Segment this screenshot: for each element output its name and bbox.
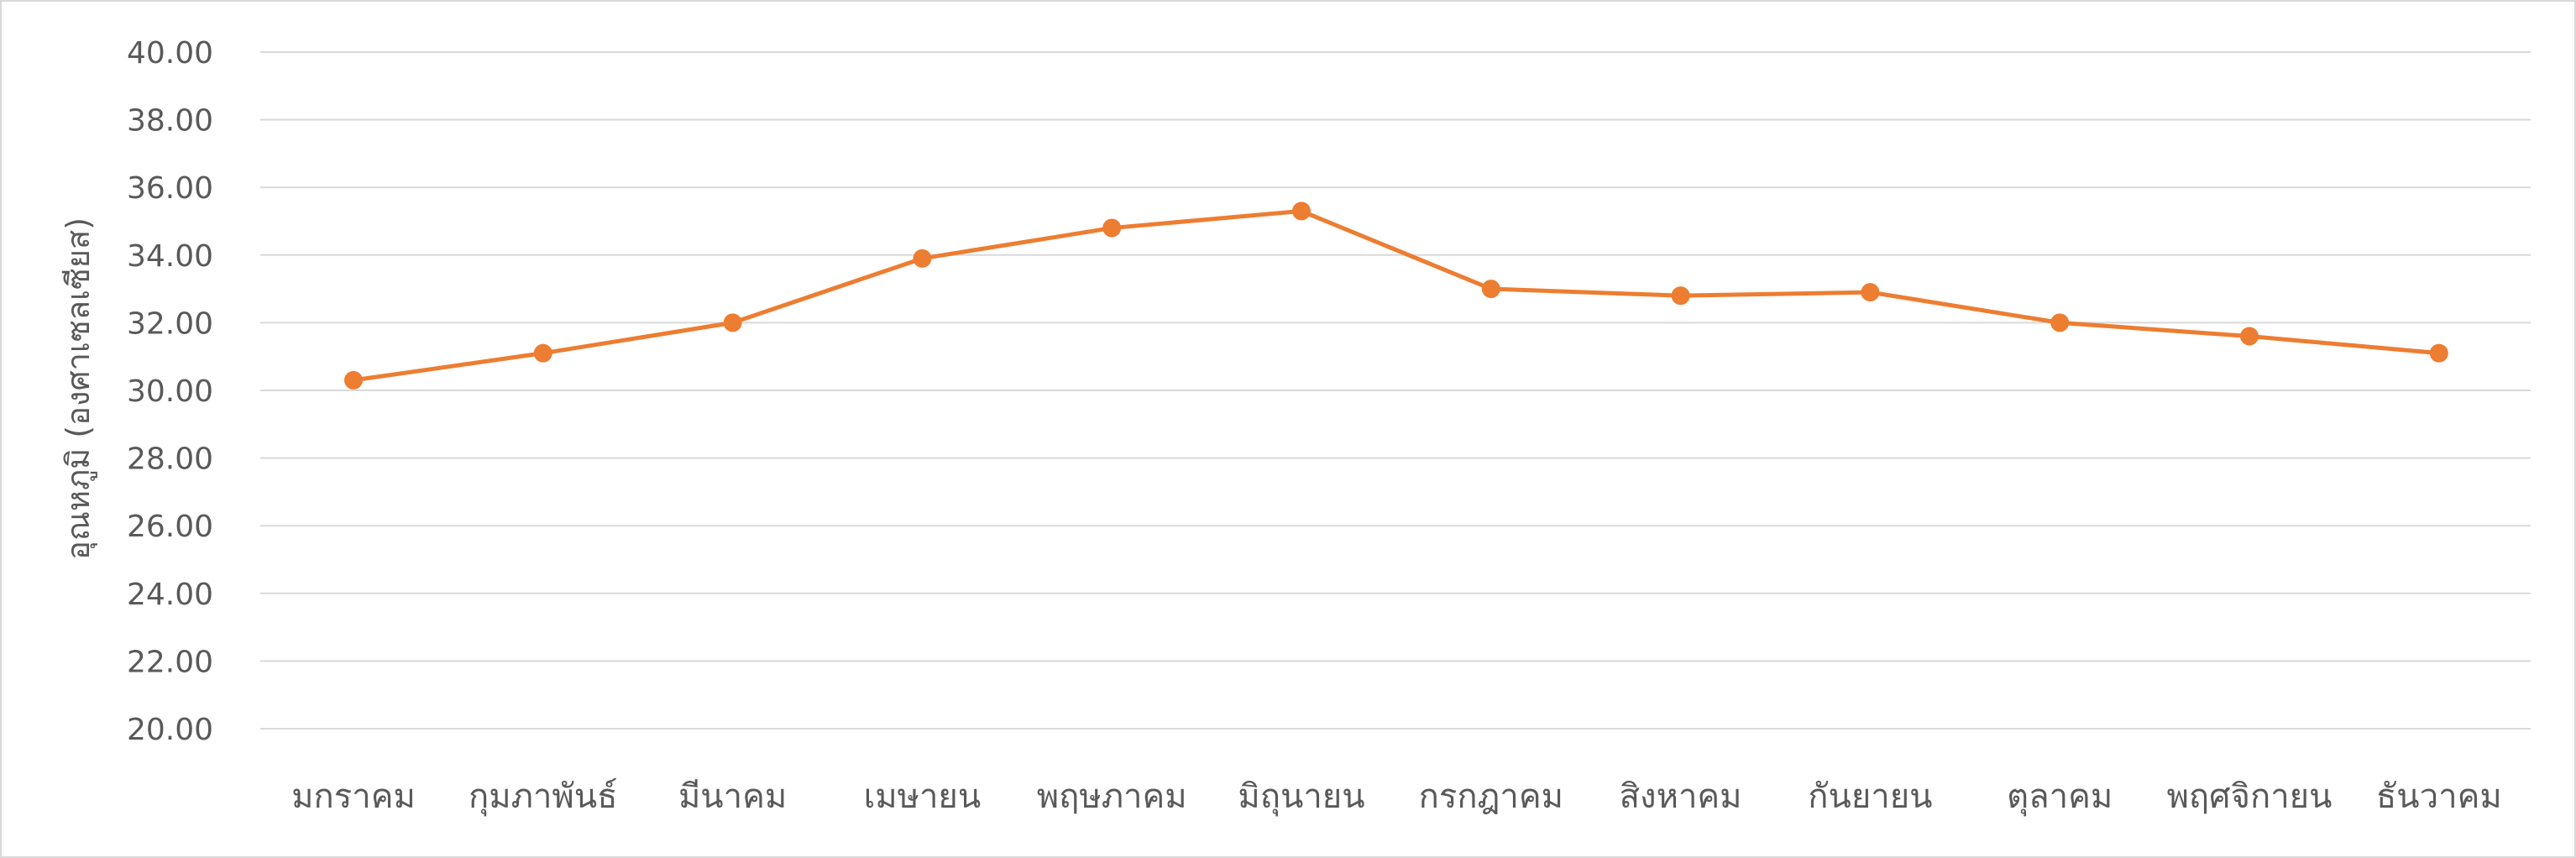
data-point	[913, 249, 932, 268]
y-tick-label: 26.00	[127, 510, 213, 544]
x-tick-label: พฤษภาคม	[1037, 777, 1187, 816]
data-point	[533, 343, 552, 363]
x-tick-label: พฤศจิกายน	[2167, 777, 2333, 816]
data-point	[2240, 327, 2259, 346]
y-tick-label: 32.00	[127, 306, 213, 341]
y-axis-ticks: 20.00 22.00 24.00 26.00 28.00 30.00 32.00 34.00…	[127, 36, 213, 747]
y-tick-label: 24.00	[127, 578, 213, 612]
y-tick-label: 38.00	[127, 104, 213, 139]
data-point	[2050, 313, 2070, 332]
y-tick-label: 28.00	[127, 442, 213, 477]
series-line	[353, 208, 2440, 383]
y-tick-label: 20.00	[127, 713, 213, 747]
x-tick-label: มกราคม	[291, 777, 416, 816]
x-tick-label: สิงหาคม	[1620, 777, 1742, 816]
x-tick-label: กันยายน	[1808, 777, 1932, 816]
y-tick-label: 22.00	[127, 645, 213, 679]
x-tick-label: เมษายน	[864, 777, 982, 816]
series-temperature	[344, 201, 2448, 390]
data-point	[1292, 201, 1311, 221]
x-tick-label: กรกฎาคม	[1419, 777, 1563, 816]
data-point	[1861, 283, 1880, 302]
data-point	[1102, 218, 1122, 238]
y-tick-label: 40.00	[127, 36, 213, 71]
x-tick-label: ธันวาคม	[2376, 777, 2502, 816]
y-tick-label: 30.00	[127, 374, 213, 409]
data-point	[1671, 286, 1690, 306]
data-point	[723, 313, 742, 332]
x-axis-ticks: มกราคม กุมภาพันธ์ มีนาคม เมษายน พฤษภาคม มิถุน…	[291, 777, 2502, 817]
x-tick-label: ตุลาคม	[2007, 777, 2113, 817]
data-point	[344, 370, 363, 390]
x-tick-label: กุมภาพันธ์	[469, 777, 618, 817]
x-tick-label: มิถุนายน	[1238, 777, 1364, 817]
data-point	[2429, 343, 2448, 363]
y-tick-label: 34.00	[127, 239, 213, 274]
y-tick-label: 36.00	[127, 171, 213, 206]
gridlines	[260, 51, 2531, 730]
y-axis-label: อุณหภูมิ (องศาเซลเซียส)	[60, 217, 97, 560]
data-point	[1481, 280, 1500, 299]
x-tick-label: มีนาคม	[678, 777, 787, 816]
